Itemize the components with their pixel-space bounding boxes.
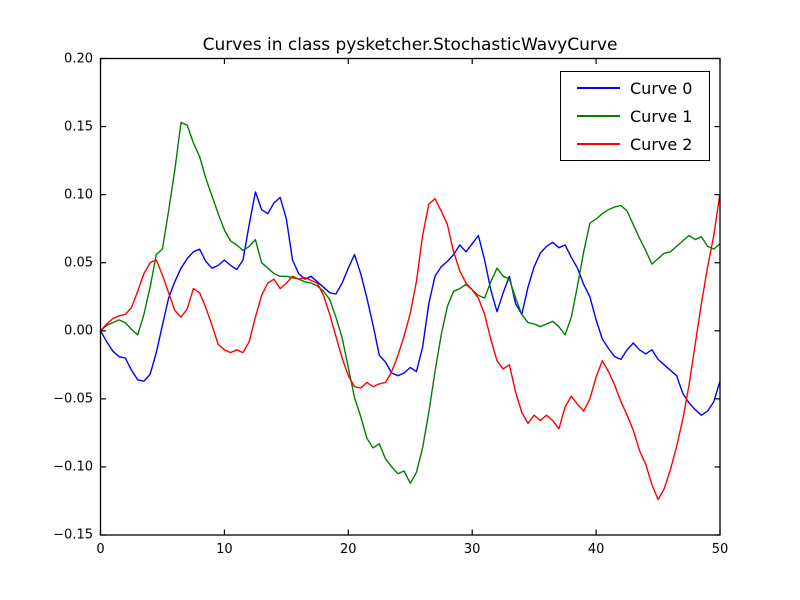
legend-line-sample-curve-0 (577, 87, 620, 89)
legend-line-sample-curve-2 (577, 143, 620, 145)
legend-item: Curve 0 (561, 74, 709, 102)
curve-1-line (100, 121, 721, 484)
x-tick-label: 10 (216, 542, 233, 557)
y-tick-label: 0.15 (64, 119, 93, 135)
legend-item: Curve 2 (561, 130, 709, 158)
x-tick-label: 0 (96, 542, 105, 557)
curve-0-line (99, 191, 721, 416)
legend-label: Curve 2 (630, 134, 693, 154)
legend: Curve 0 Curve 1 Curve 2 (560, 71, 710, 161)
x-tick-label: 20 (340, 542, 357, 557)
x-tick-label: 40 (587, 542, 605, 557)
x-tick-label: 30 (463, 542, 481, 557)
x-tick-label: 50 (711, 542, 729, 557)
y-tick-label: −0.10 (53, 459, 93, 475)
y-tick-label: 0.20 (64, 51, 93, 66)
y-tick-label: −0.05 (53, 391, 93, 407)
curve-2-line (99, 193, 721, 501)
y-tick-label: 0.05 (64, 255, 93, 271)
legend-item: Curve 1 (561, 102, 709, 130)
y-tick-label: 0.10 (64, 187, 93, 203)
chart-title: Curves in class pysketcher.StochasticWav… (202, 35, 618, 55)
y-tick-label: −0.15 (53, 527, 93, 543)
y-tick-label: 0.00 (64, 323, 93, 339)
legend-label: Curve 1 (630, 106, 693, 126)
plot-frame (99, 57, 721, 536)
legend-label: Curve 0 (630, 78, 693, 98)
legend-line-sample-curve-1 (577, 115, 620, 117)
